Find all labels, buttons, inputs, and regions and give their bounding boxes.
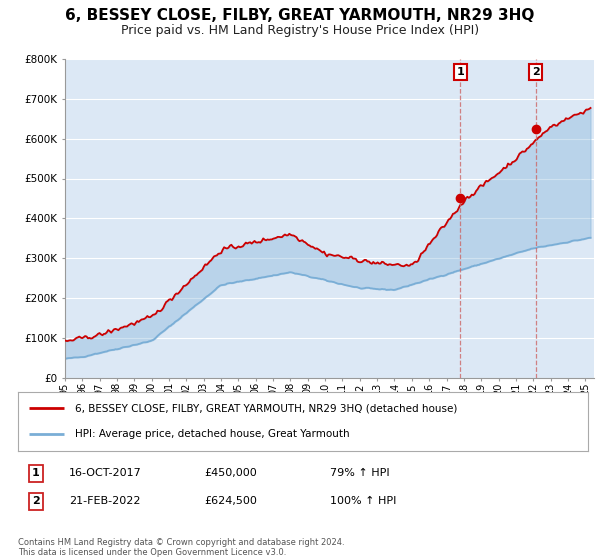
Text: 1: 1 — [457, 67, 464, 77]
Text: 100% ↑ HPI: 100% ↑ HPI — [330, 496, 397, 506]
Text: £624,500: £624,500 — [204, 496, 257, 506]
Text: HPI: Average price, detached house, Great Yarmouth: HPI: Average price, detached house, Grea… — [75, 430, 350, 440]
Text: 6, BESSEY CLOSE, FILBY, GREAT YARMOUTH, NR29 3HQ: 6, BESSEY CLOSE, FILBY, GREAT YARMOUTH, … — [65, 8, 535, 24]
Text: 2: 2 — [532, 67, 539, 77]
Text: Price paid vs. HM Land Registry's House Price Index (HPI): Price paid vs. HM Land Registry's House … — [121, 24, 479, 36]
Text: 1: 1 — [32, 468, 40, 478]
Text: 2: 2 — [32, 496, 40, 506]
Text: 6, BESSEY CLOSE, FILBY, GREAT YARMOUTH, NR29 3HQ (detached house): 6, BESSEY CLOSE, FILBY, GREAT YARMOUTH, … — [75, 403, 457, 413]
Text: Contains HM Land Registry data © Crown copyright and database right 2024.
This d: Contains HM Land Registry data © Crown c… — [18, 538, 344, 557]
Text: 79% ↑ HPI: 79% ↑ HPI — [330, 468, 389, 478]
Text: £450,000: £450,000 — [204, 468, 257, 478]
Text: 21-FEB-2022: 21-FEB-2022 — [69, 496, 140, 506]
Text: 16-OCT-2017: 16-OCT-2017 — [69, 468, 142, 478]
